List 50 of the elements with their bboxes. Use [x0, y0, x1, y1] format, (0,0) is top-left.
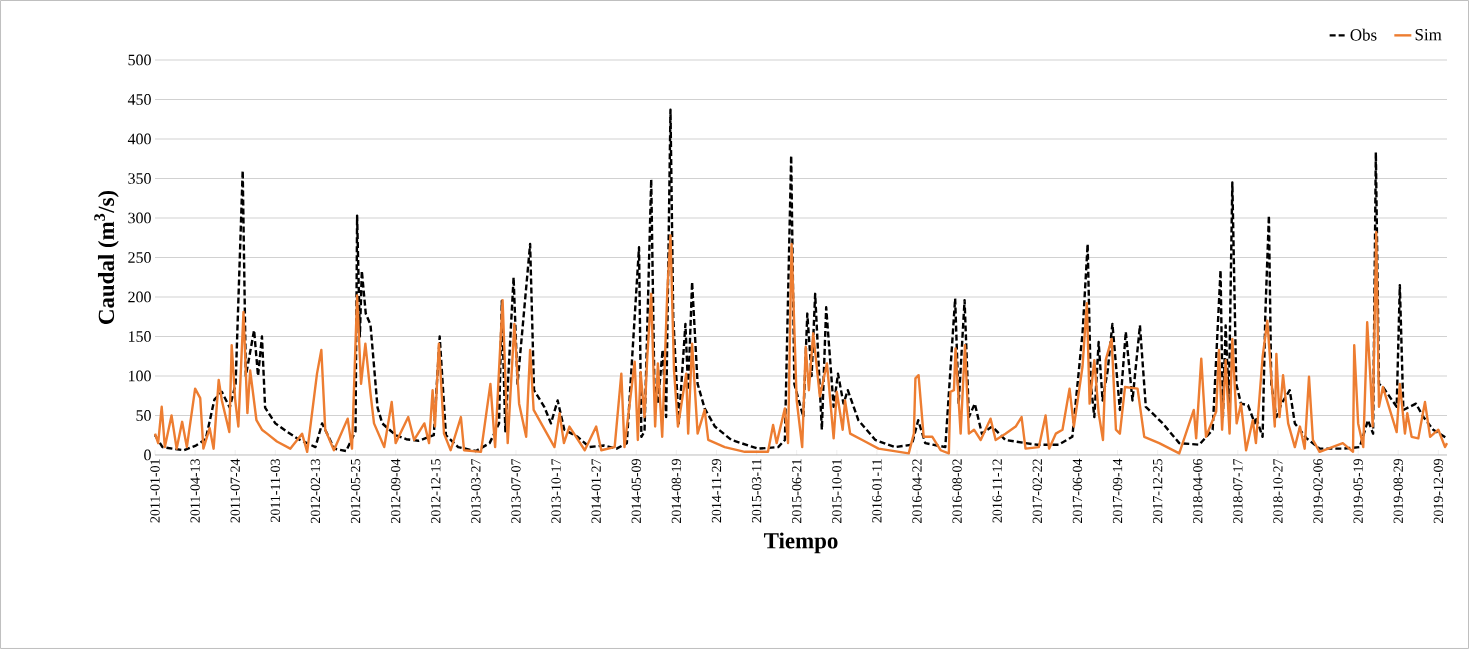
y-tick-label: 450	[127, 94, 151, 105]
y-tick-label: 250	[128, 252, 151, 263]
x-tick-label: 2018-04-06	[1193, 458, 1203, 523]
line-series	[153, 108, 1449, 453]
x-tick-label: 2011-07-24	[230, 458, 240, 523]
x-tick-label: 2017-02-22	[1032, 459, 1043, 523]
y-tick-label: 200	[128, 291, 151, 303]
x-tick-label: 2018-10-27	[1273, 458, 1283, 523]
y-tick-label: 300	[128, 212, 151, 224]
x-tick-label: 2017-06-04	[1072, 458, 1083, 523]
x-tick-label: 2011-01-01	[150, 459, 160, 523]
legend-label: Obs	[1350, 28, 1377, 41]
x-tick-label: 2019-02-06	[1313, 458, 1323, 523]
y-tick-label: 100	[128, 370, 151, 382]
x-tick-label: 2014-08-19	[671, 459, 682, 523]
x-tick-label: 2015-10-01	[832, 459, 842, 523]
y-tick-label: 400	[127, 133, 151, 145]
x-tick-label: 2013-07-07	[511, 458, 521, 523]
x-tick-label: 2019-05-19	[1353, 459, 1363, 523]
x-tick-label: 2014-05-09	[631, 459, 641, 523]
x-tick-label: 2012-09-04	[390, 458, 401, 523]
x-tick-label: 2014-11-29	[711, 459, 722, 523]
x-tick-label: 2016-11-12	[992, 459, 1002, 523]
x-tick-label: 2012-12-15	[431, 459, 441, 523]
y-tick-label: 350	[128, 173, 151, 184]
x-tick-label: 2013-03-27	[471, 458, 481, 523]
x-tick-label: 2012-02-13	[310, 459, 321, 523]
x-axis-title: Tiempo	[764, 532, 838, 554]
y-tick-label: 500	[128, 54, 151, 66]
x-tick-label: 2016-01-11	[872, 459, 882, 523]
x-tick-label: 2017-09-14	[1112, 458, 1123, 523]
x-tick-label: 2017-12-25	[1152, 459, 1163, 523]
x-tick-label: 2015-03-11	[751, 459, 762, 523]
x-tick-label: 2012-05-25	[350, 459, 361, 523]
line-series	[153, 231, 1449, 455]
x-tick-label: 2014-01-27	[591, 458, 601, 523]
y-tick-label: 0	[144, 449, 151, 461]
x-tick-label: 2018-07-17	[1233, 458, 1243, 523]
x-tick-label: 2015-06-21	[791, 459, 802, 523]
x-tick-label: 2019-12-09	[1433, 459, 1444, 523]
x-tick-label: 2011-11-03	[270, 459, 281, 522]
y-axis-title: Caudal (m$^{3}$/s)	[94, 190, 119, 324]
x-tick-label: 2011-04-13	[190, 459, 200, 523]
legend-label: Sim	[1415, 29, 1442, 41]
x-tick-label: 2016-08-02	[952, 459, 962, 523]
x-tick-label: 2019-08-29	[1393, 459, 1403, 523]
x-tick-label: 2013-10-17	[551, 458, 561, 523]
x-tick-label: 2016-04-22	[912, 459, 922, 523]
y-tick-label: 150	[128, 331, 151, 342]
y-tick-label: 50	[136, 410, 151, 421]
